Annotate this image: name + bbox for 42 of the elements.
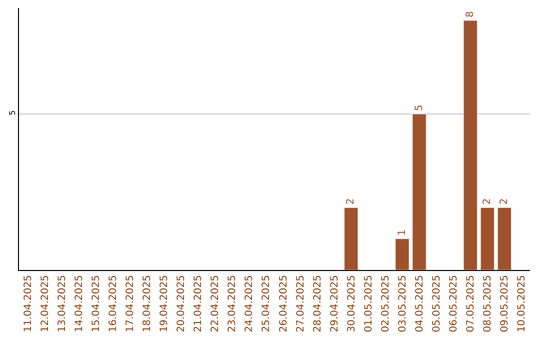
x-tick-label: 10.05.2025 bbox=[516, 275, 528, 332]
x-tick-label: 14.04.2025 bbox=[74, 275, 85, 332]
x-tick-label: 12.04.2025 bbox=[40, 275, 51, 332]
bar bbox=[463, 20, 478, 270]
x-tick-label: 22.04.2025 bbox=[210, 275, 222, 332]
x-tick-label: 01.05.2025 bbox=[363, 275, 374, 332]
x-tick-label: 11.04.2025 bbox=[22, 275, 34, 332]
x-tick-label: 19.04.2025 bbox=[159, 275, 170, 332]
x-tick-label: 08.05.2025 bbox=[482, 275, 494, 332]
x-tick-label: 18.04.2025 bbox=[142, 275, 153, 332]
x-tick-label: 25.04.2025 bbox=[261, 275, 272, 332]
x-tick-label: 06.05.2025 bbox=[448, 275, 460, 332]
x-tick-label: 26.04.2025 bbox=[278, 275, 290, 332]
x-tick-label: 04.05.2025 bbox=[414, 275, 426, 332]
x-tick-label: 03.05.2025 bbox=[398, 275, 408, 332]
x-tick-label: 17.04.2025 bbox=[124, 275, 136, 332]
bar bbox=[344, 207, 358, 270]
x-tick-label: 28.04.2025 bbox=[312, 275, 324, 332]
bar bbox=[412, 114, 426, 270]
data-label: 2 bbox=[498, 198, 510, 205]
x-tick-label: 20.04.2025 bbox=[176, 275, 188, 332]
data-label: 2 bbox=[346, 198, 357, 205]
x-tick-label: 13.04.2025 bbox=[56, 275, 68, 332]
bar bbox=[480, 207, 494, 270]
x-tick-label: 30.04.2025 bbox=[346, 275, 358, 332]
bar bbox=[497, 207, 512, 270]
x-tick-label: 16.04.2025 bbox=[108, 275, 119, 332]
bar bbox=[395, 238, 410, 270]
x-tick-label: 23.04.2025 bbox=[227, 275, 238, 332]
data-label: 2 bbox=[482, 198, 493, 205]
x-tick-label: 09.05.2025 bbox=[500, 275, 511, 332]
data-label: 1 bbox=[396, 229, 408, 236]
x-tick-label: 24.04.2025 bbox=[244, 275, 256, 332]
x-tick-label: 29.04.2025 bbox=[329, 275, 340, 332]
x-tick-label: 07.05.2025 bbox=[466, 275, 477, 332]
x-tick-label: 15.04.2025 bbox=[90, 275, 102, 332]
data-label: 5 bbox=[414, 104, 425, 112]
data-label: 8 bbox=[464, 11, 476, 18]
x-tick-label: 02.05.2025 bbox=[380, 275, 392, 332]
x-tick-label: 21.04.2025 bbox=[193, 275, 204, 332]
x-tick-label: 27.04.2025 bbox=[295, 275, 306, 332]
x-tick-label: 05.05.2025 bbox=[432, 275, 443, 332]
